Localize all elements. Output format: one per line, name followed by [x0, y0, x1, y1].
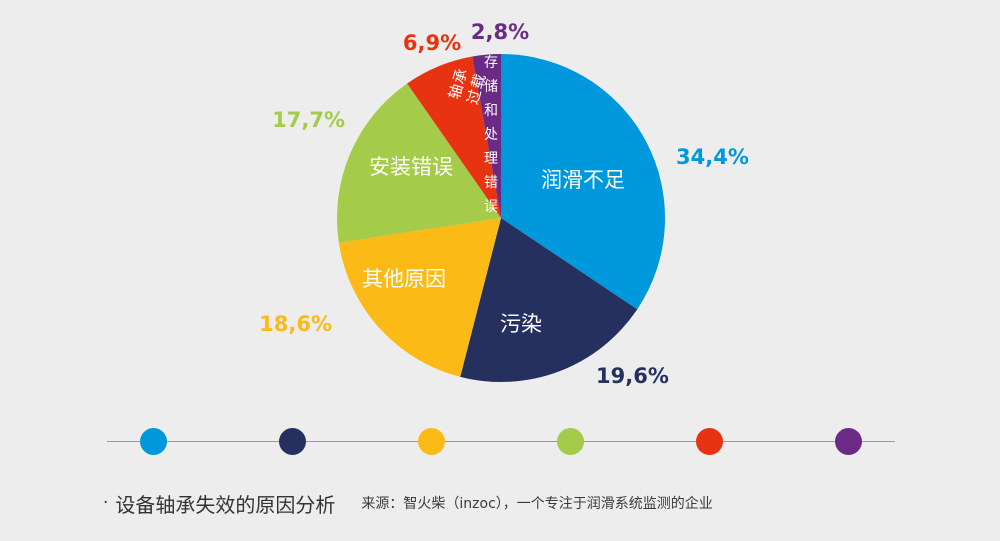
pie-slice-label: 存储和处理错误 [484, 55, 498, 215]
pie-percentage-label-group: 34,4% 19,6% 18,6% 17,7% 6,9% 2,8% [259, 20, 749, 388]
legend-dot-other[interactable] [418, 428, 445, 455]
pie-slice-label: 污染 [500, 312, 542, 336]
legend-strip [0, 414, 1000, 470]
pie-chart: 润滑不足 污染 其他原因 安装错误 轴承过载 存储和处理错误 34,4% 19,6% 18,6… [259, 20, 749, 388]
legend-dot-installation[interactable] [557, 428, 584, 455]
pie-slice[interactable] [472, 54, 501, 218]
caption-source: 来源：智火柴（inzoc），一个专注于润滑系统监测的企业 [361, 496, 713, 512]
pie-slice[interactable] [501, 54, 666, 310]
pie-slice[interactable] [407, 56, 501, 218]
legend-dot-storage[interactable] [835, 428, 862, 455]
pie-percentage-label: 17,7% [272, 108, 345, 132]
pie-slice-label: 其他原因 [362, 267, 446, 291]
pie-percentage-label: 34,4% [676, 145, 749, 169]
pie-percentage-label: 2,8% [471, 20, 529, 44]
legend-dot-contamination[interactable] [279, 428, 306, 455]
pie-percentage-label: 6,9% [403, 31, 461, 55]
pie-slice[interactable] [460, 218, 638, 383]
legend-dot-lubrication[interactable] [140, 428, 167, 455]
pie-slice-label: 润滑不足 [541, 168, 625, 192]
pie-slice-group [336, 54, 666, 383]
legend-connector-line [107, 441, 895, 442]
caption: · 设备轴承失效的原因分析 来源：智火柴（inzoc），一个专注于润滑系统监测的… [0, 486, 1000, 520]
pie-percentage-label: 18,6% [259, 312, 332, 336]
pie-slice[interactable] [338, 218, 501, 377]
pie-slice-label: 安装错误 [369, 155, 453, 179]
pie-percentage-label: 19,6% [596, 364, 669, 388]
caption-bullet-icon: · [103, 492, 109, 513]
legend-dot-overload[interactable] [696, 428, 723, 455]
page-title: 设备轴承失效的原因分析 [115, 492, 336, 517]
pie-slice[interactable] [336, 83, 501, 243]
